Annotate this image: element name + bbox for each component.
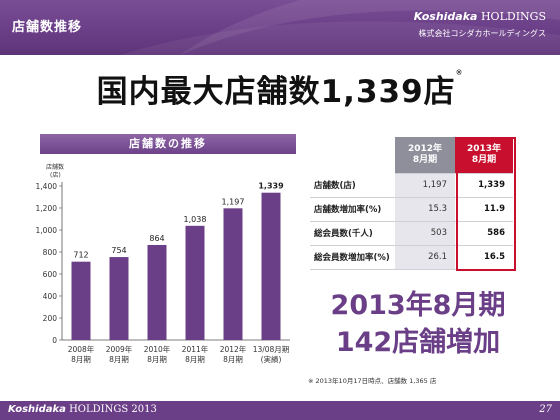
brand-logo-rest: HOLDINGS xyxy=(477,10,546,23)
y-axis-title-line2: (店) xyxy=(50,171,61,179)
x-tick-label-line1: 2008年 xyxy=(68,344,95,354)
bar-value-label: 1,197 xyxy=(222,197,245,206)
bar-value-label: 1,339 xyxy=(258,182,284,191)
bar-value-label: 1,038 xyxy=(184,215,207,224)
headline: 国内最大店舗数1,339店※ xyxy=(0,66,560,111)
col-header-2012-line1: 2012年 xyxy=(407,143,443,154)
bar xyxy=(261,192,281,340)
page-number: 27 xyxy=(539,404,552,415)
header-arc-decoration xyxy=(120,0,560,55)
bar-value-label: 864 xyxy=(149,234,164,243)
y-tick-label: 1,400 xyxy=(36,182,58,191)
col-header-2012-line2: 8月期 xyxy=(412,154,438,165)
footer-brand-rest: HOLDINGS 2013 xyxy=(65,404,157,415)
y-tick-label: 1,000 xyxy=(36,226,58,235)
footer-brand: Koshidaka HOLDINGS 2013 xyxy=(8,404,157,415)
x-tick-label-line2: 8月期 xyxy=(185,355,205,364)
value-2013: 16.5 xyxy=(455,245,513,270)
value-2013: 11.9 xyxy=(455,197,513,222)
header-band: 店舗数推移 Koshidaka HOLDINGS 株式会社コシダカホールディング… xyxy=(0,0,560,55)
brand-logo: Koshidaka HOLDINGS xyxy=(414,10,546,23)
footer-brand-italic: Koshidaka xyxy=(8,404,66,415)
x-tick-label-line1: 2012年 xyxy=(220,344,247,354)
value-2013: 586 xyxy=(455,221,513,246)
table-row: 店舗数増加率(%) 15.3 11.9 xyxy=(310,197,513,222)
x-tick-label-line2: 8月期 xyxy=(223,355,243,364)
row-label: 店舗数増加率(%) xyxy=(310,197,395,222)
x-tick-label-line1: 2009年 xyxy=(106,344,133,354)
bar xyxy=(71,261,91,340)
value-2012: 503 xyxy=(395,221,455,246)
chart-title: 店舗数の推移 xyxy=(40,134,296,154)
x-tick-label-line2: 8月期 xyxy=(147,355,167,364)
bar xyxy=(185,225,205,340)
col-header-2013-line1: 2013年 xyxy=(466,143,502,154)
bar-value-label: 754 xyxy=(111,246,126,255)
headline-text: 国内最大店舗数1,339店 xyxy=(96,74,456,110)
table-corner xyxy=(310,137,395,174)
col-header-2013-line2: 8月期 xyxy=(471,154,497,165)
y-tick-label: 600 xyxy=(43,270,58,279)
value-2012: 1,197 xyxy=(395,173,455,198)
x-tick-label-line1: 13/08月期 xyxy=(253,345,290,354)
x-tick-label-line2: 8月期 xyxy=(109,355,129,364)
page-title: 店舗数推移 xyxy=(12,20,83,35)
y-tick-label: 200 xyxy=(43,314,58,323)
x-tick-label-line2: (実績) xyxy=(261,354,282,364)
bar-value-label: 712 xyxy=(73,251,88,260)
headline-mark: ※ xyxy=(455,68,464,77)
table-row: 総会員数増加率(%) 26.1 16.5 xyxy=(310,245,513,270)
table-row: 総会員数(千人) 503 586 xyxy=(310,221,513,246)
y-tick-label: 1,200 xyxy=(36,204,58,213)
highlight-period: 2013年8月期 xyxy=(330,290,506,321)
col-header-2013: 2013年 8月期 xyxy=(455,137,513,174)
row-label: 総会員数(千人) xyxy=(310,221,395,246)
row-label: 店舗数(店) xyxy=(310,173,395,198)
table-row: 店舗数(店) 1,197 1,339 xyxy=(310,173,513,198)
highlight-increase: 142店舗増加 xyxy=(335,327,501,358)
value-2012: 15.3 xyxy=(395,197,455,222)
y-tick-label: 0 xyxy=(52,336,57,345)
bar xyxy=(147,244,167,340)
y-axis-title-line1: 店舗数 xyxy=(46,163,64,171)
col-header-2012: 2012年 8月期 xyxy=(395,137,455,174)
x-tick-label-line2: 8月期 xyxy=(71,355,91,364)
brand-company-name: 株式会社コシダカホールディングス xyxy=(418,29,546,38)
footer-band: Koshidaka HOLDINGS 2013 27 xyxy=(0,401,560,420)
bar xyxy=(109,257,129,340)
brand-logo-italic: Koshidaka xyxy=(413,10,478,23)
x-tick-label-line1: 2011年 xyxy=(182,344,209,354)
y-tick-label: 800 xyxy=(43,248,58,257)
store-count-bar-chart: 店舗数(店) 0 200 400 600 800 1,000 1,200 1,400 712 200… xyxy=(36,163,290,364)
row-label: 総会員数増加率(%) xyxy=(310,245,395,270)
value-2012: 26.1 xyxy=(395,245,455,270)
x-tick-label-line1: 2010年 xyxy=(144,344,171,354)
bar xyxy=(223,208,243,340)
value-2013: 1,339 xyxy=(455,173,513,198)
table-header-row: 2012年 8月期 2013年 8月期 xyxy=(310,137,513,174)
y-tick-label: 400 xyxy=(43,292,58,301)
footnote: ※ 2013年10月17日時点、店舗数 1,365 店 xyxy=(308,377,437,385)
stats-table: 2012年 8月期 2013年 8月期 店舗数(店) 1,197 1,339 店舗数… xyxy=(310,137,513,270)
